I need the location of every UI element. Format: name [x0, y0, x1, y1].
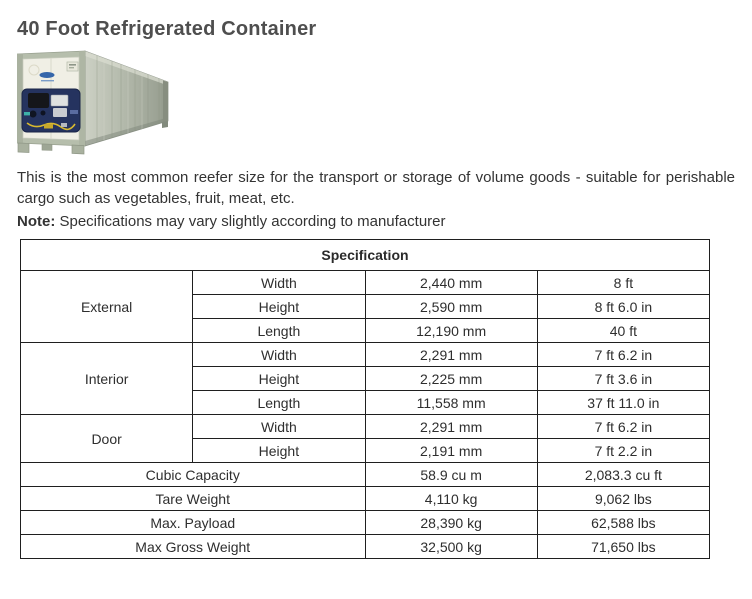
spec-row: Length 12,190 mm 40 ft	[21, 318, 711, 343]
metric-value-cell: 2,440 mm	[364, 270, 538, 295]
category-cell: Interior	[19, 342, 194, 415]
metric-value-cell: 2,291 mm	[364, 414, 538, 439]
spec-row: Max Gross Weight 32,500 kg 71,650 lbs	[20, 534, 711, 559]
metric-value-cell: 11,558 mm	[364, 390, 538, 415]
metric-value-cell: 2,225 mm	[364, 366, 538, 391]
dimension-cell: Length	[192, 390, 366, 415]
spec-table-title: Specification	[20, 239, 710, 271]
spec-row: Tare Weight 4,110 kg 9,062 lbs	[20, 486, 711, 511]
spec-row: Interior Width 2,291 mm 7 ft 6.2 in	[19, 342, 711, 415]
specification-table: Specification External Width 2,440 mm 8 ft H…	[19, 239, 711, 559]
imperial-value-cell: 7 ft 6.2 in	[536, 414, 711, 439]
imperial-value-cell: 7 ft 3.6 in	[536, 366, 711, 391]
dimension-cell: Width	[192, 414, 366, 439]
imperial-value-cell: 62,588 lbs	[536, 510, 711, 535]
spec-row: Max. Payload 28,390 kg 62,588 lbs	[20, 510, 711, 535]
metric-value-cell: 28,390 kg	[364, 510, 538, 535]
summary-label-cell: Max Gross Weight	[20, 534, 366, 559]
metric-value-cell: 2,191 mm	[364, 438, 538, 463]
note-line: Note: Specifications may vary slightly a…	[17, 212, 735, 232]
metric-value-cell: 32,500 kg	[364, 534, 538, 559]
spec-row: External Width 2,440 mm 8 ft	[19, 270, 711, 343]
imperial-value-cell: 2,083.3 cu ft	[536, 462, 711, 487]
container-side-panel	[84, 50, 169, 147]
description-text: This is the most common reefer size for …	[17, 169, 735, 207]
imperial-value-cell: 8 ft 6.0 in	[536, 294, 711, 319]
spec-row: Height 2,191 mm 7 ft 2.2 in	[21, 438, 711, 463]
spec-header-row: Specification	[20, 239, 710, 271]
dimension-cell: Height	[192, 366, 366, 391]
metric-value-cell: 2,590 mm	[364, 294, 538, 319]
imperial-value-cell: 9,062 lbs	[536, 486, 711, 511]
spec-row: Door Width 2,291 mm 7 ft 6.2 in	[19, 414, 711, 463]
page-title: 40 Foot Refrigerated Container	[17, 18, 317, 40]
dimension-cell: Width	[192, 270, 366, 295]
container-photo-wrap	[16, 50, 735, 160]
dimension-cell: Height	[192, 438, 366, 463]
metric-value-cell: 2,291 mm	[364, 342, 538, 367]
imperial-value-cell: 37 ft 11.0 in	[536, 390, 711, 415]
page-content: 40 Foot Refrigerated Container	[0, 18, 752, 559]
metric-value-cell: 4,110 kg	[364, 486, 538, 511]
summary-label-cell: Cubic Capacity	[20, 462, 366, 487]
container-legs	[17, 142, 85, 155]
metric-value-cell: 12,190 mm	[364, 318, 538, 343]
dimension-cell: Height	[192, 294, 366, 319]
dimension-cell: Width	[192, 342, 366, 367]
imperial-value-cell: 7 ft 2.2 in	[536, 438, 711, 463]
container-photo	[16, 50, 169, 155]
spec-row: Cubic Capacity 58.9 cu m 2,083.3 cu ft	[20, 462, 711, 487]
imperial-value-cell: 71,650 lbs	[536, 534, 711, 559]
spec-table-body: External Width 2,440 mm 8 ft Height 2,590 mm 8…	[19, 270, 711, 559]
note-text: Specifications may vary slightly accordi…	[55, 213, 446, 230]
note-label: Note:	[17, 213, 56, 230]
reefer-machinery-unit	[21, 88, 81, 133]
brand-logo-oval	[39, 72, 55, 82]
category-cell: External	[19, 270, 194, 343]
imperial-value-cell: 8 ft	[536, 270, 711, 295]
imperial-value-cell: 40 ft	[536, 318, 711, 343]
summary-label-cell: Max. Payload	[20, 510, 366, 535]
metric-value-cell: 58.9 cu m	[364, 462, 538, 487]
imperial-value-cell: 7 ft 6.2 in	[536, 342, 711, 367]
dimension-cell: Length	[192, 318, 366, 343]
summary-label-cell: Tare Weight	[20, 486, 366, 511]
category-cell: Door	[19, 414, 194, 463]
